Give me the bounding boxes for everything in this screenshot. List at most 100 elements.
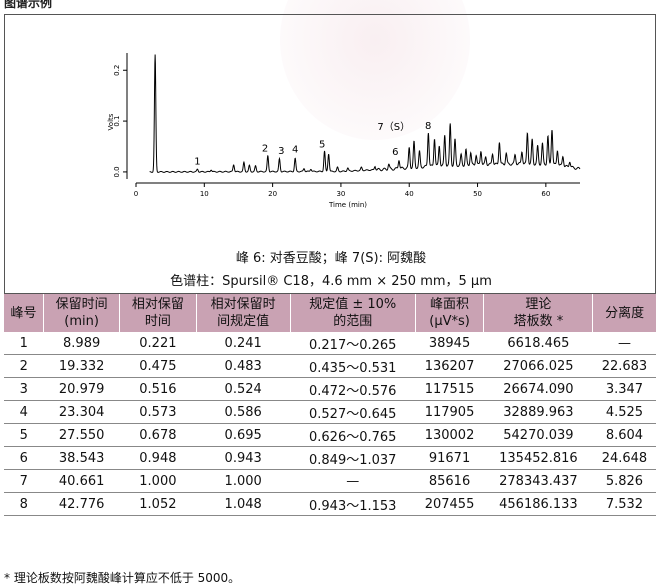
peak-label: 1 [194, 156, 200, 167]
column-header-line1: 保留时间 [55, 297, 108, 312]
column-header-line1: 相对保留 [131, 297, 184, 312]
table-row: 5 27.550 0.678 0.695 0.626～0.765 130002 54270.… [4, 423, 656, 447]
table-row: 8 42.776 1.052 1.048 0.943～1.153 207455 456186… [4, 492, 656, 516]
peak-label: 2 [262, 144, 268, 155]
chromatogram-panel: 0 10 20 30 40 50 60 Time (min) 0.0 0.1 0.2 Volts 1 2… [4, 14, 656, 294]
table-cell: 1.000 [119, 469, 197, 493]
table-cell: 1.048 [196, 492, 291, 516]
table-cell: 456186.133 [483, 492, 593, 516]
table-cell: 8.989 [43, 332, 120, 355]
x-tick-label: 50 [473, 190, 482, 198]
table-cell: 1.052 [119, 492, 197, 516]
header-cut-text: 图谱示例 [4, 0, 53, 10]
table-cell: 32889.963 [483, 400, 593, 424]
table-cell: 130002 [415, 423, 484, 447]
column-header-line2: 时间 [144, 314, 171, 329]
table-cell: 0.695 [196, 423, 291, 447]
table-cell: 0.516 [119, 377, 197, 401]
table-cell: — [290, 469, 416, 493]
table-cell: 23.304 [43, 400, 120, 424]
x-tick-label: 20 [268, 190, 277, 198]
table-row: 3 20.979 0.516 0.524 0.472～0.576 117515 26674.… [4, 377, 656, 401]
table-cell: 0.626～0.765 [290, 423, 416, 447]
table-cell: 38.543 [43, 446, 120, 470]
table-cell: 27.550 [43, 423, 120, 447]
column-header-line2: (μV*s) [429, 314, 470, 329]
x-tick-label: 30 [336, 190, 345, 198]
table-row: 6 38.543 0.948 0.943 0.849～1.037 91671 135452.… [4, 446, 656, 470]
table-cell: 22.683 [592, 354, 656, 378]
table-cell: 5 [4, 423, 44, 447]
table-cell: 0.678 [119, 423, 197, 447]
table-cell: 6618.465 [483, 332, 593, 355]
column-header: 峰号 [4, 294, 44, 332]
footnote: * 理论板数按阿魏酸峰计算应不低于 5000。 [4, 571, 241, 585]
table-cell: 0.472～0.576 [290, 377, 416, 401]
column-header: 分离度 [592, 294, 656, 332]
column-header-line2: 塔板数 * [513, 314, 564, 329]
table-cell: 54270.039 [483, 423, 593, 447]
table-cell: 85616 [415, 469, 484, 493]
table-cell: 40.661 [43, 469, 120, 493]
table-cell: 117905 [415, 400, 484, 424]
column-header-line1: 峰号 [10, 305, 37, 321]
table-cell: 136207 [415, 354, 484, 378]
table-row: 4 23.304 0.573 0.586 0.527～0.645 117905 32889.… [4, 400, 656, 424]
column-header-line1: 分离度 [605, 305, 645, 321]
table-cell: 0.241 [196, 332, 291, 355]
table-cell: 8 [4, 492, 44, 516]
table-cell: 0.849～1.037 [290, 446, 416, 470]
column-header-line2: 的范围 [333, 314, 373, 329]
table-cell: 0.221 [119, 332, 197, 355]
table-cell: 0.573 [119, 400, 197, 424]
peak-label: 5 [319, 140, 325, 151]
table-cell: 6 [4, 446, 44, 470]
table-cell: 0.948 [119, 446, 197, 470]
axes-layer: 0 10 20 30 40 50 60 Time (min) 0.0 0.1 0.2 Volts [107, 53, 580, 209]
table-cell: 1 [4, 332, 44, 355]
table-cell: 0.943～1.153 [290, 492, 416, 516]
chromatogram-chart: 0 10 20 30 40 50 60 Time (min) 0.0 0.1 0.2 Volts 1 2… [107, 53, 581, 209]
column-header-line1: 相对保留时 [210, 297, 276, 312]
table-cell: 0.524 [196, 377, 291, 401]
table-cell: 0.475 [119, 354, 197, 378]
table-cell: 0.586 [196, 400, 291, 424]
x-tick-label: 40 [405, 190, 414, 198]
table-cell: 7.532 [592, 492, 656, 516]
column-header-line1: 规定值 ± 10% [309, 297, 397, 312]
table-cell: 0.527～0.645 [290, 400, 416, 424]
table-cell: 24.648 [592, 446, 656, 470]
x-tick-label: 60 [541, 190, 550, 198]
x-axis-label: Time (min) [328, 201, 367, 209]
table-row: 2 19.332 0.475 0.483 0.435～0.531 136207 27066.… [4, 354, 656, 378]
y-tick-label: 0.2 [113, 65, 121, 76]
table-cell: 38945 [415, 332, 484, 355]
peak-labels: 1 2 3 4 5 6 7（S） 8 [194, 121, 431, 167]
peak-label: 6 [392, 147, 398, 158]
column-header-line1: 峰面积 [430, 297, 470, 312]
table-cell: 278343.437 [483, 469, 593, 493]
table-cell: — [592, 332, 656, 355]
table-header-row: 峰号 保留时间 (min) 相对保留 时间 相对保留时 间规定值 规定值 ± 10% 的范围 峰面… [4, 294, 656, 332]
table-cell: 117515 [415, 377, 484, 401]
column-header-line2: 间规定值 [217, 314, 270, 329]
table-cell: 135452.816 [483, 446, 593, 470]
table-cell: 4 [4, 400, 44, 424]
y-tick-label: 0.1 [113, 116, 121, 127]
table-cell: 91671 [415, 446, 484, 470]
x-tick-label: 10 [200, 190, 209, 198]
table-cell: 26674.090 [483, 377, 593, 401]
table-cell: 1.000 [196, 469, 291, 493]
table-cell: 5.826 [592, 469, 656, 493]
table-cell: 0.483 [196, 354, 291, 378]
column-header: 相对保留时 间规定值 [195, 294, 291, 332]
table-cell: 3.347 [592, 377, 656, 401]
column-header: 峰面积 (μV*s) [414, 294, 484, 332]
table-cell: 2 [4, 354, 44, 378]
peak-label: 7（S） [377, 121, 410, 133]
y-axis-label: Volts [107, 113, 115, 130]
column-caption: 色谱柱：Spursil® C18，4.6 mm × 250 mm，5 μm [170, 274, 492, 289]
table-cell: 20.979 [43, 377, 120, 401]
x-tick-label: 0 [134, 190, 138, 198]
column-header: 理论 塔板数 * [483, 294, 593, 332]
